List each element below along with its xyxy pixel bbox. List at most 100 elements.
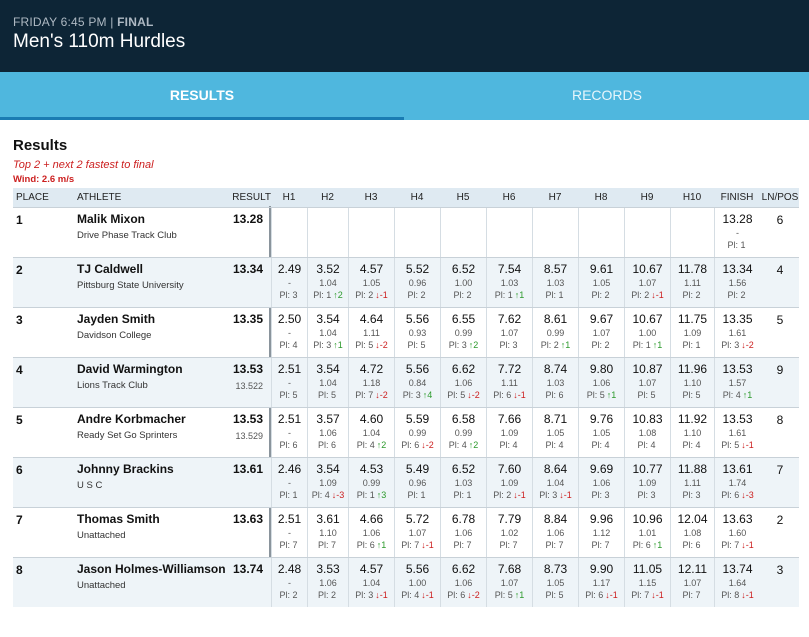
split-time: 7.54: [497, 262, 522, 276]
split-time: 10.87: [632, 362, 663, 376]
split-time: 6.52: [451, 262, 476, 276]
split-cell: 4.60 1.04 Pl: 4 ↑2: [348, 408, 394, 457]
split-place-label: Pl: 4: [279, 340, 298, 350]
split-place-label: Pl: 6: [682, 540, 701, 550]
split-cell: 11.78 1.11 Pl: 2: [670, 258, 714, 307]
split-delta: 1.00: [454, 278, 473, 288]
tab-results[interactable]: RESULTS: [0, 72, 404, 120]
split-place: Pl: 6 ↑1: [625, 539, 670, 551]
table-row[interactable]: 6 Johnny Brackins U S C 13.61 7 2.46 - Pl: 1 3.5…: [13, 457, 799, 507]
event-header: FRIDAY 6:45 PM | FINAL Men's 110m Hurdle…: [0, 0, 809, 72]
split-cell: 5.72 1.07 Pl: 7 ↓-1: [394, 508, 440, 557]
result-time: 13.61: [232, 462, 263, 476]
table-row[interactable]: 2 TJ Caldwell Pittsburg State University 13…: [13, 257, 799, 307]
split-place: Pl: 4: [579, 439, 624, 451]
split-delta: [625, 227, 670, 239]
split-place: Pl: 5: [671, 389, 714, 401]
split-place-label: Pl: 5: [545, 590, 564, 600]
split-place: Pl: 5 ↓-2: [349, 339, 394, 351]
split-delta: 1.61: [728, 428, 747, 438]
split-place-label: Pl: 7: [279, 540, 298, 550]
table-row[interactable]: 8 Jason Holmes-Williamson Unattached 13.74 3…: [13, 557, 799, 607]
arrow-up-icon: ↑4: [422, 390, 433, 400]
athlete-name[interactable]: David Warmington: [77, 362, 183, 376]
col-split-h2: H2: [321, 192, 334, 203]
split-delta: 1.07: [683, 578, 702, 588]
split-delta: 1.06: [592, 378, 611, 388]
split-place: Pl: 5 ↑1: [487, 589, 532, 601]
place-value: 2: [16, 263, 23, 277]
split-cell: 2.51 - Pl: 7: [271, 508, 307, 557]
split-place-label: Pl: 7: [631, 590, 650, 600]
table-row[interactable]: 3 Jayden Smith Davidson College 13.35 5 2.50 -…: [13, 307, 799, 357]
split-cell: 9.69 1.06 Pl: 3: [578, 458, 624, 507]
table-row[interactable]: 1 Malik Mixon Drive Phase Track Club 13.28 6…: [13, 207, 799, 257]
split-delta: 1.03: [546, 378, 565, 388]
event-day-time: FRIDAY 6:45 PM: [13, 15, 107, 29]
split-place: Pl: 3 ↑4: [395, 389, 440, 401]
arrow-down-icon: ↓-2: [421, 440, 434, 450]
split-time: 2.48: [277, 562, 302, 576]
split-time: 10.96: [632, 512, 663, 526]
split-time: 13.63: [722, 512, 753, 526]
split-cell: 8.61 0.99 Pl: 2 ↑1: [532, 308, 578, 357]
split-cell: 5.52 0.96 Pl: 2: [394, 258, 440, 307]
split-place: Pl: 2: [579, 339, 624, 351]
split-delta: 1.10: [683, 378, 702, 388]
split-place: Pl: 7: [487, 539, 532, 551]
split-place: Pl: 2: [272, 589, 307, 601]
lane-position: 4: [776, 263, 784, 277]
split-delta: 1.60: [728, 528, 747, 538]
split-time: 4.57: [359, 262, 384, 276]
athlete-name[interactable]: Johnny Brackins: [77, 462, 174, 476]
split-time: 7.79: [497, 512, 522, 526]
athlete-name[interactable]: Andre Korbmacher: [77, 412, 186, 426]
split-cell: 3.57 1.06 Pl: 6: [307, 408, 348, 457]
split-place-label: Pl: 3: [402, 390, 421, 400]
split-time: 12.11: [677, 562, 708, 576]
split-delta: -: [288, 528, 291, 538]
table-row[interactable]: 4 David Warmington Lions Track Club 13.53 13…: [13, 357, 799, 407]
athlete-name[interactable]: Jason Holmes-Williamson: [77, 562, 226, 576]
result-time: 13.28: [232, 212, 263, 226]
athlete-name[interactable]: TJ Caldwell: [77, 262, 144, 276]
split-cell: 3.61 1.10 Pl: 7: [307, 508, 348, 557]
split-cell: 6.52 1.00 Pl: 2: [440, 258, 486, 307]
split-delta: -: [288, 328, 291, 338]
split-delta: [671, 227, 714, 239]
split-time: 9.96: [589, 512, 614, 526]
split-cell: 8.73 1.05 Pl: 5: [532, 558, 578, 607]
split-delta: [349, 227, 394, 239]
tab-records[interactable]: RECORDS: [571, 87, 642, 103]
arrow-down-icon: ↓-2: [375, 340, 388, 350]
split-place: Pl: 5: [625, 389, 670, 401]
split-place-label: Pl: 4: [401, 590, 420, 600]
athlete-name[interactable]: Jayden Smith: [77, 312, 156, 326]
result-time: 13.74: [232, 562, 263, 576]
split-place-label: Pl: 2: [591, 340, 610, 350]
split-time: 11.75: [677, 312, 708, 326]
split-delta: 1.07: [408, 528, 427, 538]
split-time: 5.56: [405, 362, 430, 376]
split-cell: 9.80 1.06 Pl: 5 ↑1: [578, 358, 624, 407]
split-cell: 3.54 1.09 Pl: 4 ↓-3: [307, 458, 348, 507]
split-place-label: Pl: 3: [539, 490, 558, 500]
split-delta: 1.00: [408, 578, 427, 588]
place-value: 3: [16, 313, 23, 327]
athlete-name[interactable]: Thomas Smith: [77, 512, 160, 526]
split-time: 8.64: [543, 462, 568, 476]
split-delta: 1.12: [592, 528, 611, 538]
arrow-up-icon: ↑1: [742, 390, 753, 400]
split-delta: 1.06: [454, 578, 473, 588]
result-time: 13.53: [232, 362, 263, 376]
split-cell: 7.62 1.07 Pl: 3: [486, 308, 532, 357]
split-time: 3.54: [316, 362, 340, 376]
split-cell: 2.48 - Pl: 2: [271, 558, 307, 607]
table-row[interactable]: 5 Andre Korbmacher Ready Set Go Sprinters 1…: [13, 407, 799, 457]
arrow-down-icon: ↓-2: [467, 590, 480, 600]
split-place-label: Pl: 5: [494, 590, 513, 600]
arrow-up-icon: ↑1: [606, 390, 617, 400]
split-place-label: Pl: 7: [682, 590, 701, 600]
athlete-name[interactable]: Malik Mixon: [77, 212, 146, 226]
